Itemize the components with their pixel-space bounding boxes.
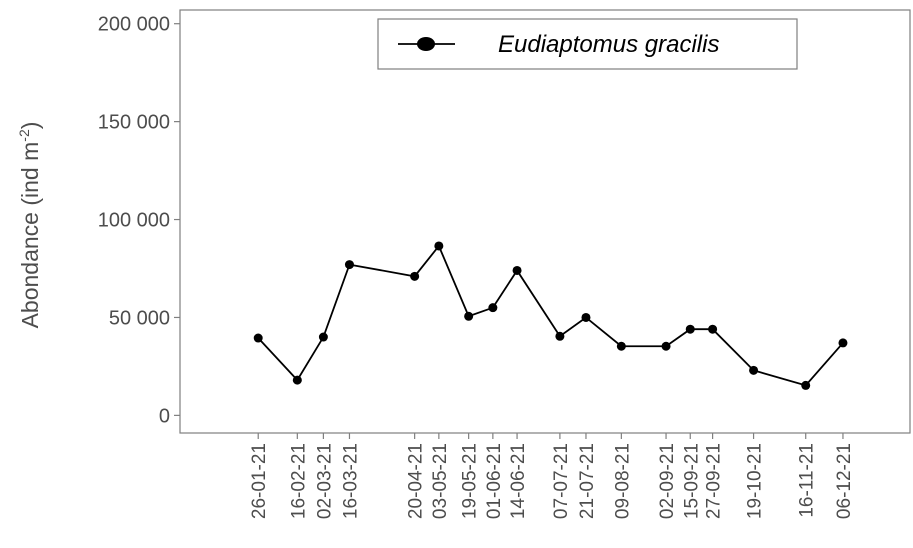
data-point — [685, 324, 695, 334]
x-tick-label: 01-06-21 — [484, 443, 505, 519]
y-tick-label: 50 000 — [109, 307, 170, 329]
y-tick-label: 200 000 — [98, 14, 170, 36]
y-tick-label: 0 — [159, 405, 170, 427]
y-title-end: ) — [17, 122, 43, 130]
y-title-text: Abondance (ind m — [17, 142, 43, 329]
data-point — [555, 331, 565, 341]
x-tick-label: 19-10-21 — [745, 443, 766, 519]
data-point — [464, 311, 474, 321]
x-tick-label: 09-08-21 — [612, 443, 633, 519]
x-tick-label: 20-04-21 — [406, 443, 427, 519]
series-line — [257, 244, 844, 387]
x-tick-label: 03-05-21 — [430, 443, 451, 519]
legend-label: Eudiaptomus gracilis — [498, 31, 719, 58]
plot-frame — [179, 9, 911, 434]
x-tick-label: 02-09-21 — [657, 443, 678, 519]
x-tick-label: 15-09-21 — [681, 443, 702, 519]
data-point — [512, 265, 522, 275]
data-point — [253, 333, 263, 343]
x-tick-label: 02-03-21 — [314, 443, 335, 519]
x-tick-label: 19-05-21 — [460, 443, 481, 519]
y-tick-label: 100 000 — [98, 210, 170, 232]
data-point — [749, 365, 759, 375]
data-point — [318, 332, 328, 342]
x-tick-label: 14-06-21 — [508, 443, 529, 519]
y-tick-label: 150 000 — [98, 112, 170, 134]
data-point — [581, 312, 591, 322]
legend-marker — [417, 37, 435, 51]
x-tick-label: 16-03-21 — [340, 443, 361, 519]
data-point — [661, 341, 671, 351]
y-axis-title: Abondance (ind m-2) — [16, 122, 43, 329]
x-tick-label: 21-07-21 — [577, 443, 598, 519]
x-tick-label: 16-11-21 — [797, 443, 818, 518]
data-point — [344, 260, 354, 270]
data-point — [616, 341, 626, 351]
x-tick-label: 06-12-21 — [834, 443, 855, 519]
x-tick-label: 27-09-21 — [704, 443, 725, 519]
x-tick-label: 26-01-21 — [249, 443, 270, 519]
data-point — [410, 271, 420, 281]
x-tick-label: 16-02-21 — [288, 443, 309, 519]
x-tick-label: 07-07-21 — [551, 443, 572, 519]
data-point — [434, 241, 444, 251]
data-point — [708, 324, 718, 334]
y-title-sup: -2 — [16, 129, 32, 142]
data-point — [488, 303, 498, 313]
data-point — [838, 338, 848, 348]
data-point — [292, 375, 302, 385]
data-point — [801, 380, 811, 390]
